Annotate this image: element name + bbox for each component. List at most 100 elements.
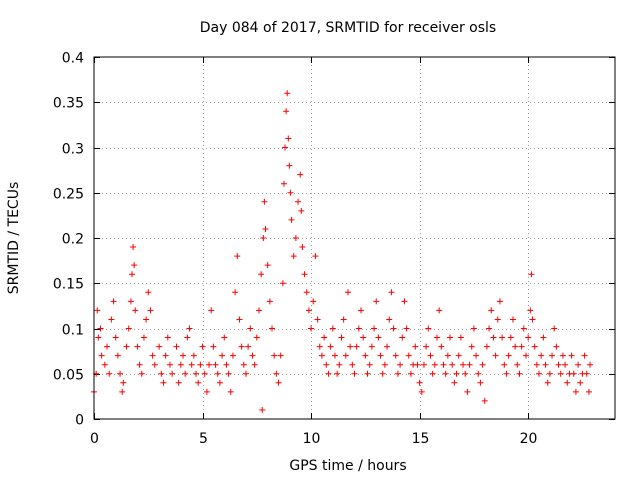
- data-point: [399, 334, 406, 341]
- data-point: [501, 361, 508, 368]
- data-point: [308, 325, 315, 332]
- data-point: [329, 325, 336, 332]
- data-point: [314, 316, 321, 323]
- data-point: [97, 325, 104, 332]
- data-point: [546, 370, 553, 377]
- data-point: [572, 388, 579, 395]
- data-point: [264, 262, 271, 269]
- data-point: [151, 361, 158, 368]
- y-tick-label: 0.25: [53, 187, 84, 203]
- data-point: [173, 343, 180, 350]
- data-point: [149, 352, 156, 359]
- data-point: [512, 343, 519, 350]
- data-point: [344, 289, 351, 296]
- data-point: [349, 361, 356, 368]
- data-point: [460, 361, 467, 368]
- data-point: [538, 352, 545, 359]
- data-point: [516, 370, 523, 377]
- data-point: [312, 253, 319, 260]
- data-point: [180, 352, 187, 359]
- chart-title: Day 084 of 2017, SRMTID for receiver osl…: [200, 20, 496, 36]
- data-point: [453, 370, 460, 377]
- data-point: [108, 316, 115, 323]
- data-point: [166, 361, 173, 368]
- data-point: [260, 235, 267, 241]
- data-point: [431, 361, 438, 368]
- data-point: [199, 343, 206, 350]
- data-point: [110, 298, 117, 305]
- x-tick-label: 5: [199, 431, 208, 447]
- data-point: [249, 352, 256, 359]
- data-point: [514, 361, 521, 368]
- data-point: [106, 370, 113, 377]
- data-point: [197, 361, 204, 368]
- data-point: [101, 361, 108, 368]
- data-point: [397, 361, 404, 368]
- tick-labels: 0 0.05 0.1 0.15 0.2 0.25 0.3 0.35 0.4 0 5 10 15 20: [53, 51, 538, 448]
- data-point: [492, 352, 499, 359]
- data-point: [310, 298, 317, 305]
- data-point: [536, 370, 543, 377]
- data-point: [496, 298, 503, 305]
- data-point: [190, 352, 197, 359]
- data-point: [475, 370, 482, 377]
- data-point: [158, 370, 165, 377]
- data-point: [531, 343, 538, 350]
- data-point: [520, 325, 527, 332]
- data-point: [286, 162, 293, 169]
- data-point: [353, 343, 360, 350]
- data-point: [114, 352, 121, 359]
- data-point: [555, 361, 562, 368]
- data-point: [373, 298, 380, 305]
- x-tick-label: 20: [520, 431, 538, 447]
- data-point: [379, 370, 386, 377]
- data-point: [347, 343, 354, 350]
- data-point: [414, 361, 421, 368]
- data-point: [219, 352, 226, 359]
- data-point: [473, 352, 480, 359]
- data-point: [553, 343, 560, 350]
- data-point: [117, 370, 124, 377]
- data-point: [390, 325, 397, 332]
- data-point: [438, 343, 445, 350]
- data-point: [132, 307, 139, 314]
- data-point: [232, 289, 239, 296]
- data-point: [138, 370, 145, 377]
- data-point: [156, 343, 163, 350]
- data-point: [477, 379, 484, 386]
- data-point: [201, 370, 208, 377]
- y-tick-label: 0: [75, 413, 84, 429]
- data-point: [247, 325, 254, 332]
- data-point: [325, 370, 332, 377]
- data-point: [375, 334, 382, 341]
- data-point: [188, 361, 195, 368]
- data-point: [360, 334, 367, 341]
- data-point: [255, 307, 262, 314]
- data-point: [436, 307, 443, 314]
- data-point: [282, 144, 289, 151]
- data-point: [225, 370, 232, 377]
- data-point: [136, 361, 143, 368]
- data-point: [468, 343, 475, 350]
- data-point: [140, 334, 147, 341]
- data-point: [334, 370, 341, 377]
- data-point: [470, 325, 477, 332]
- data-point: [143, 316, 150, 323]
- data-point: [528, 271, 535, 278]
- data-point: [440, 361, 447, 368]
- data-points: [91, 90, 594, 413]
- data-point: [481, 397, 488, 404]
- data-point: [259, 406, 266, 413]
- data-point: [119, 388, 126, 395]
- data-point: [381, 361, 388, 368]
- data-point: [377, 352, 384, 359]
- data-point: [288, 216, 295, 223]
- data-point: [499, 334, 506, 341]
- data-point: [290, 253, 297, 260]
- data-point: [214, 370, 221, 377]
- data-point: [184, 334, 191, 341]
- data-point: [494, 316, 501, 323]
- data-point: [303, 289, 310, 296]
- data-point: [447, 334, 454, 341]
